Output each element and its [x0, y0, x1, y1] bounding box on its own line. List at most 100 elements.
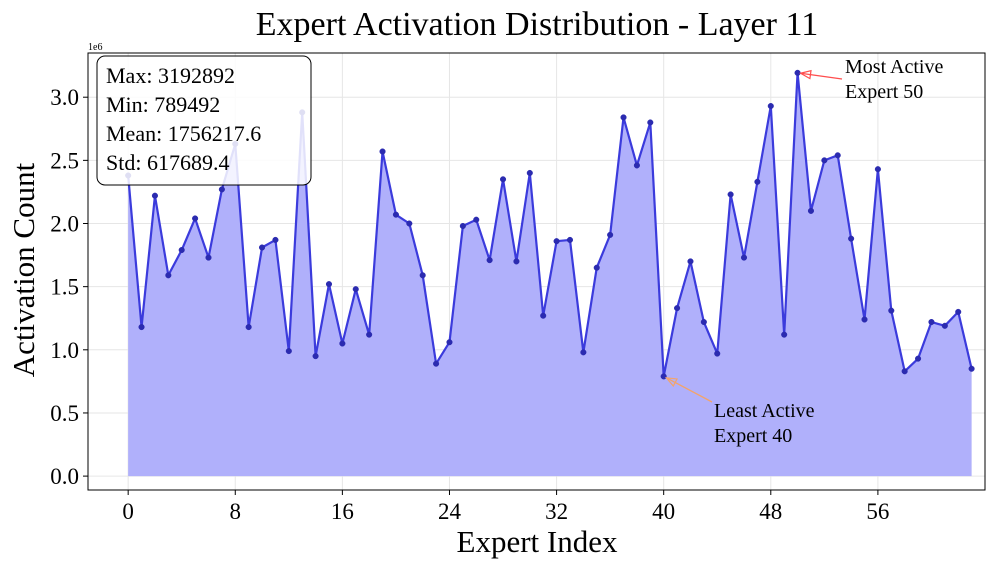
x-tick-label: 16 [331, 499, 354, 524]
data-point [165, 272, 172, 279]
data-point [674, 305, 681, 312]
data-point [941, 322, 948, 329]
y-tick-label: 1.0 [50, 338, 79, 363]
data-point [928, 318, 935, 326]
data-point [218, 186, 225, 193]
stats-box: Max: 3192892 Min: 789492 Mean: 1756217.6… [96, 55, 312, 186]
data-point [607, 231, 614, 238]
x-tick-label: 32 [545, 499, 568, 524]
data-point [138, 324, 145, 331]
stats-min: Min: 789492 [106, 92, 220, 117]
data-point [553, 238, 560, 245]
y-tick-label: 3.0 [50, 85, 79, 110]
data-point [740, 254, 748, 261]
most-active-label-line2: Expert 50 [845, 81, 923, 103]
y-axis-label: Activation Count [6, 162, 41, 377]
data-point [151, 192, 158, 199]
chart-title: Expert Activation Distribution - Layer 1… [256, 6, 818, 43]
data-point [647, 119, 654, 126]
data-point [419, 272, 426, 279]
data-point [781, 331, 788, 338]
y-tick-label: 1.5 [50, 275, 79, 300]
data-point [727, 191, 734, 198]
x-tick-label: 24 [438, 499, 462, 524]
data-point [258, 244, 266, 251]
least-active-label-line2: Expert 40 [714, 425, 792, 447]
stats-std: Std: 617689.4 [106, 150, 229, 175]
data-point [687, 258, 694, 265]
data-point [366, 331, 373, 338]
x-tick-label: 0 [122, 499, 134, 524]
data-point [526, 169, 533, 177]
x-tick-label: 8 [230, 499, 242, 524]
data-point [633, 162, 640, 169]
x-tick-label: 56 [866, 499, 889, 524]
data-point [955, 308, 962, 315]
annotations: Most Active Expert 50 Least Active Exper… [664, 56, 943, 447]
data-point [593, 264, 600, 271]
data-point [473, 216, 480, 223]
data-point [794, 69, 801, 76]
data-point [446, 339, 453, 346]
least-active-arrow [666, 377, 713, 403]
y-tick-label: 0.0 [50, 464, 79, 489]
y-scale-label: 1e6 [88, 42, 102, 53]
most-active-arrow [800, 72, 843, 80]
data-point [312, 353, 319, 360]
least-active-arrowhead [664, 377, 678, 388]
most-active-arrowhead [798, 69, 812, 80]
data-point [754, 178, 761, 185]
data-point [392, 211, 399, 218]
y-tick-label: 2.0 [50, 212, 79, 237]
y-axis-ticks: 0.0 0.5 1.0 1.5 2.0 2.5 3.0 [50, 85, 88, 489]
data-point [245, 324, 252, 331]
data-point [433, 360, 440, 367]
data-point [459, 222, 466, 230]
data-point [513, 258, 520, 265]
data-point [192, 215, 199, 222]
data-point [325, 281, 333, 288]
data-point [861, 316, 868, 323]
area-fill [128, 72, 972, 477]
data-points [125, 69, 975, 380]
data-point [406, 220, 413, 227]
plot-frame [87, 52, 986, 491]
data-point [901, 368, 908, 375]
x-axis-label: Expert Index [457, 524, 618, 559]
data-point [700, 318, 707, 326]
data-point [874, 166, 881, 173]
data-point [580, 349, 587, 356]
data-point [834, 152, 841, 159]
least-active-label-line1: Least Active [714, 400, 815, 422]
stats-mean: Mean: 1756217.6 [106, 121, 261, 146]
data-point [807, 207, 815, 214]
series-line-path [127, 71, 973, 378]
data-point [540, 312, 547, 319]
x-axis-ticks: 0 8 16 24 32 40 48 56 [122, 490, 889, 524]
data-point [379, 148, 386, 155]
data-point [285, 348, 292, 355]
data-point [821, 157, 828, 164]
data-point [968, 365, 975, 372]
data-point [714, 350, 721, 357]
data-point [486, 257, 493, 264]
data-point [888, 307, 895, 314]
area-fill-path [128, 72, 972, 477]
x-tick-label: 40 [652, 499, 675, 524]
data-point [566, 236, 574, 243]
y-tick-label: 2.5 [50, 148, 79, 173]
data-point [499, 176, 507, 183]
data-point [620, 114, 627, 121]
data-point [767, 102, 774, 110]
data-point [352, 286, 359, 293]
x-tick-label: 48 [759, 499, 782, 524]
data-point [848, 235, 855, 242]
data-point [205, 254, 212, 261]
data-point [660, 373, 667, 380]
y-tick-label: 0.5 [50, 401, 79, 426]
data-point [339, 340, 346, 347]
stats-max: Max: 3192892 [106, 63, 235, 88]
data-point [178, 246, 185, 254]
data-point [915, 355, 922, 362]
